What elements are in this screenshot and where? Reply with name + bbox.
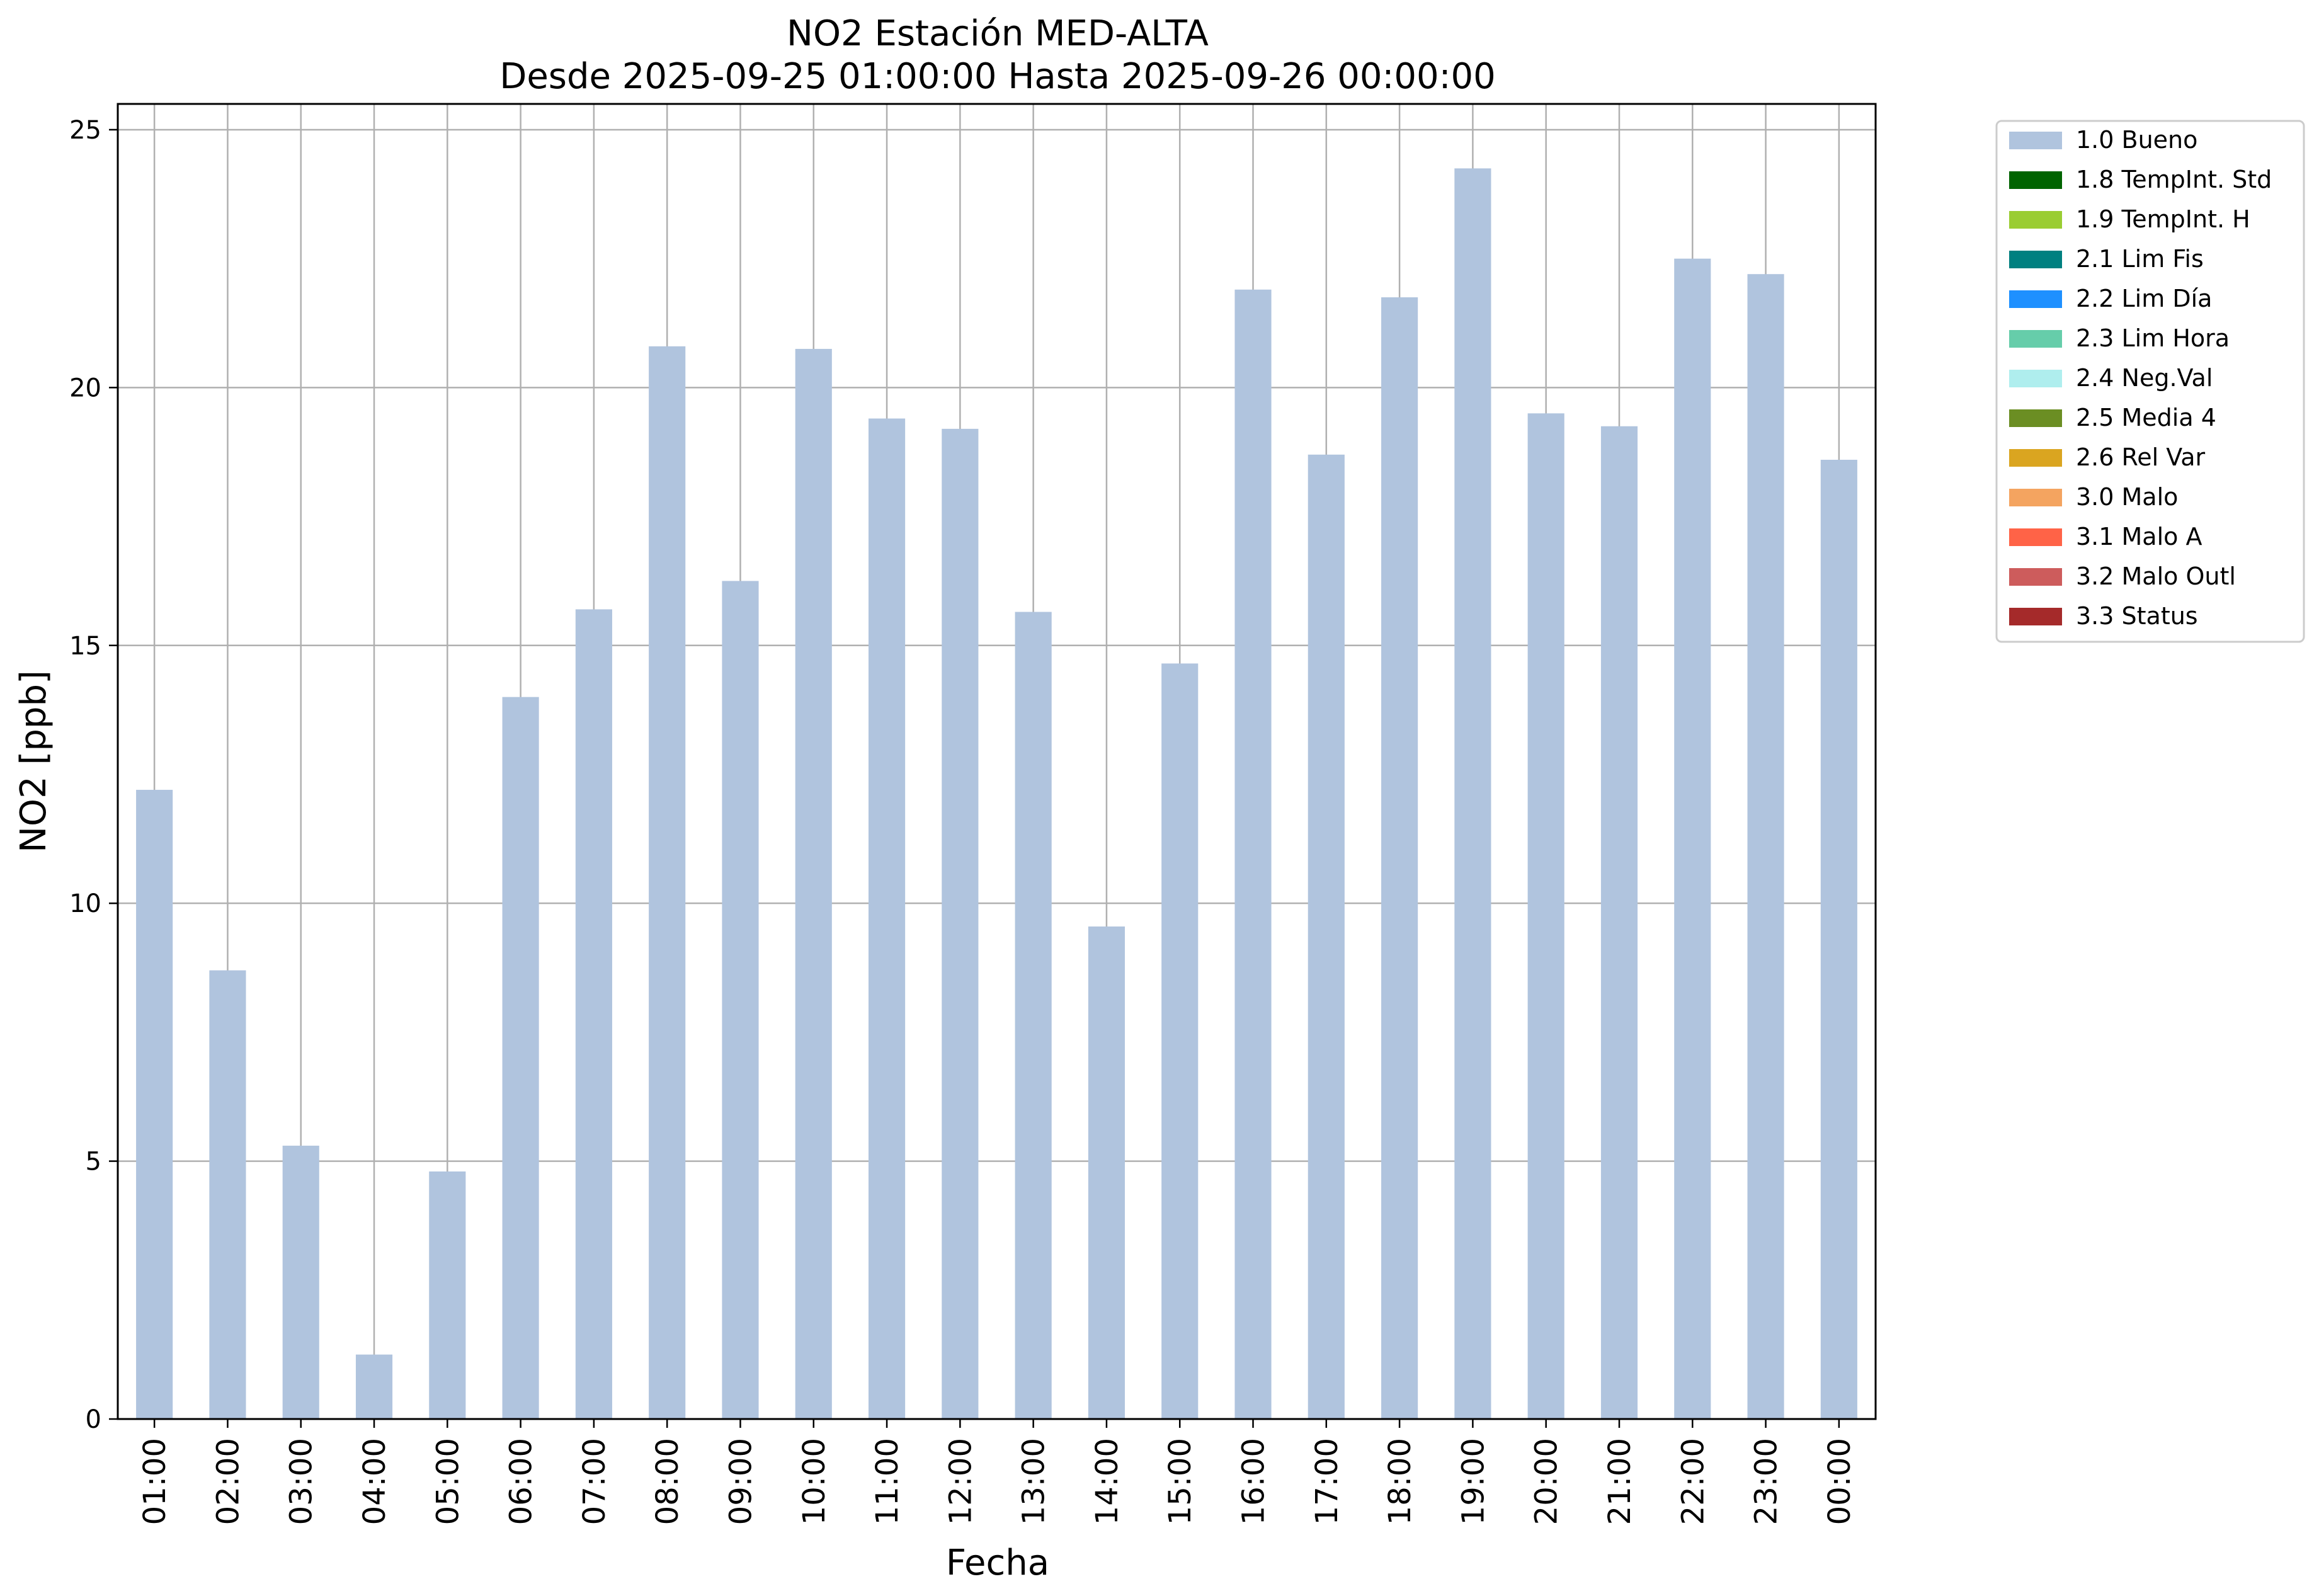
bar-1900 — [1454, 168, 1491, 1420]
legend-swatch — [2009, 449, 2062, 467]
legend-label: 2.3 Lim Hora — [2076, 324, 2230, 352]
legend-label: 1.0 Bueno — [2076, 126, 2197, 154]
bars — [136, 168, 1857, 1420]
bar-1100 — [868, 418, 906, 1419]
x-tick-label: 12:00 — [943, 1438, 978, 1525]
legend-label: 2.2 Lim Día — [2076, 285, 2212, 312]
legend-swatch — [2009, 568, 2062, 586]
plot-frame — [117, 103, 1877, 1420]
bar-0200 — [209, 970, 246, 1419]
legend-swatch — [2009, 409, 2062, 427]
x-axis: 01:00 02:00 03:00 04:00 05:00 06:00 07:00 08:00… — [137, 1419, 1857, 1525]
legend-label: 1.8 TempInt. Std — [2076, 166, 2272, 193]
x-tick-label: 23:00 — [1749, 1438, 1784, 1525]
legend-swatch — [2009, 489, 2062, 506]
plot-area — [118, 104, 1876, 1419]
x-tick-label: 11:00 — [870, 1438, 905, 1525]
bar-1000 — [795, 348, 832, 1419]
legend-frame — [1995, 120, 2305, 643]
legend-swatch — [2009, 608, 2062, 625]
legend-swatch — [2009, 132, 2062, 149]
y-axis: 0 5 10 15 20 25 — [69, 116, 118, 1434]
legend-label: 2.6 Rel Var — [2076, 443, 2206, 471]
legend-label: 2.1 Lim Fis — [2076, 245, 2204, 273]
x-tick-label: 03:00 — [284, 1438, 319, 1525]
legend-label: 3.1 Malo A — [2076, 523, 2202, 550]
legend-swatch — [2009, 370, 2062, 387]
bar-1300 — [1015, 612, 1052, 1419]
legend-swatch — [2009, 211, 2062, 229]
legend-label: 2.4 Neg.Val — [2076, 364, 2213, 392]
x-tick-label: 04:00 — [357, 1438, 392, 1525]
bar-0000 — [1820, 459, 1857, 1419]
bar-0700 — [575, 609, 612, 1420]
bar-2100 — [1600, 426, 1638, 1420]
x-tick-label: 13:00 — [1017, 1438, 1052, 1525]
x-tick-label: 16:00 — [1236, 1438, 1272, 1525]
y-tick-label: 20 — [69, 373, 101, 402]
chart-subtitle: Desde 2025-09-25 01:00:00 Hasta 2025-09-… — [499, 56, 1496, 97]
bar-0100 — [136, 790, 173, 1419]
bar-0600 — [502, 697, 539, 1419]
x-tick-label: 02:00 — [210, 1438, 246, 1525]
x-tick-label: 22:00 — [1675, 1438, 1711, 1525]
legend-label: 3.2 Malo Outl — [2076, 562, 2236, 590]
legend-label: 1.9 TempInt. H — [2076, 205, 2250, 233]
legend-swatch — [2009, 528, 2062, 546]
bar-2000 — [1527, 413, 1564, 1419]
bar-0500 — [429, 1171, 466, 1419]
legend-swatch — [2009, 290, 2062, 308]
bar-1700 — [1308, 454, 1345, 1419]
x-tick-label: 07:00 — [577, 1438, 612, 1525]
bar-1400 — [1088, 926, 1125, 1419]
bar-1500 — [1161, 663, 1199, 1419]
bar-2200 — [1674, 258, 1711, 1419]
chart-title: NO2 Estación MED-ALTA — [787, 13, 1209, 54]
bar-0800 — [649, 346, 686, 1419]
legend-label: 2.5 Media 4 — [2076, 404, 2216, 431]
x-tick-label: 00:00 — [1822, 1438, 1857, 1525]
x-tick-label: 01:00 — [137, 1438, 173, 1525]
x-tick-label: 09:00 — [723, 1438, 758, 1525]
legend-label: 3.0 Malo — [2076, 483, 2178, 511]
bar-1600 — [1234, 289, 1272, 1419]
legend-swatch — [2009, 251, 2062, 268]
y-tick-label: 10 — [69, 889, 101, 918]
y-tick-label: 25 — [69, 116, 101, 145]
x-tick-label: 05:00 — [430, 1438, 465, 1525]
legend-label: 3.3 Status — [2076, 602, 2198, 630]
x-tick-label: 20:00 — [1529, 1438, 1564, 1525]
y-axis-label: NO2 [ppb] — [13, 670, 54, 853]
bar-0400 — [355, 1354, 393, 1419]
x-tick-label: 19:00 — [1456, 1438, 1491, 1525]
x-tick-label: 17:00 — [1309, 1438, 1345, 1525]
x-tick-label: 21:00 — [1602, 1438, 1638, 1525]
x-tick-label: 18:00 — [1382, 1438, 1418, 1525]
x-tick-label: 06:00 — [504, 1438, 539, 1525]
y-tick-label: 0 — [86, 1405, 101, 1434]
y-tick-label: 15 — [69, 632, 101, 661]
x-tick-label: 15:00 — [1163, 1438, 1198, 1525]
bar-1800 — [1381, 297, 1418, 1419]
legend-swatch — [2009, 330, 2062, 348]
x-tick-label: 14:00 — [1090, 1438, 1125, 1525]
bar-1200 — [942, 428, 979, 1419]
bar-0300 — [282, 1146, 319, 1419]
bar-2300 — [1747, 274, 1784, 1419]
x-tick-label: 08:00 — [650, 1438, 685, 1525]
x-axis-label: Fecha — [946, 1542, 1049, 1583]
legend-swatch — [2009, 171, 2062, 189]
x-tick-label: 10:00 — [797, 1438, 832, 1525]
y-tick-label: 5 — [86, 1148, 101, 1177]
legend: 1.0 Bueno 1.8 TempInt. Std 1.9 TempInt. H 2… — [1995, 120, 2305, 643]
bar-0900 — [722, 581, 759, 1419]
